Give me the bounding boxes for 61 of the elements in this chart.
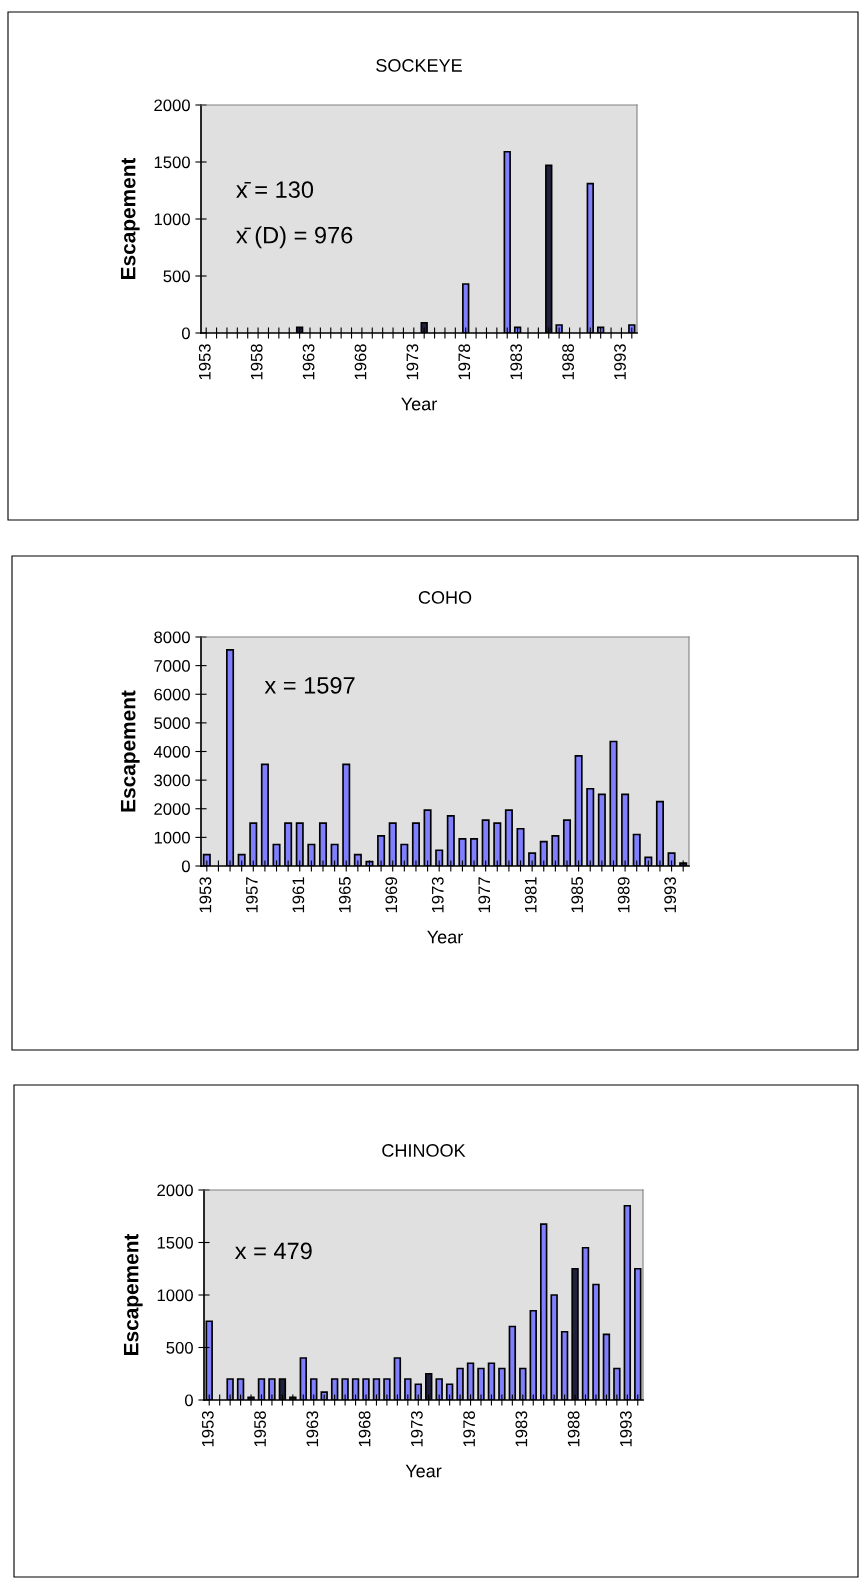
- x-tick-label: 1983: [510, 344, 523, 380]
- x-tick-label: 1961: [292, 877, 305, 913]
- x-axis-title: Year: [427, 930, 463, 944]
- y-axis-title: Escapement: [123, 1233, 143, 1355]
- x-tick-label: 1978: [458, 344, 471, 380]
- y-tick-label: 1500: [154, 156, 190, 169]
- x-tick-label: 1988: [567, 1411, 580, 1447]
- x-tick-label: 1953: [201, 1411, 214, 1447]
- y-tick-label: 0: [181, 327, 190, 340]
- x-axis-title: Year: [405, 1464, 442, 1478]
- y-tick-label: 0: [184, 1394, 193, 1407]
- x-tick-label: 1981: [524, 877, 537, 913]
- annotation: x = 1597: [264, 677, 355, 694]
- annotation: x = 479: [235, 1242, 312, 1260]
- y-tick-label: 6000: [154, 688, 190, 701]
- x-tick-label: 1973: [406, 344, 419, 380]
- x-tick-label: 1977: [478, 877, 491, 913]
- y-tick-label: 2000: [157, 1184, 193, 1197]
- y-tick-label: 5000: [154, 717, 190, 730]
- x-tick-label: 1953: [198, 344, 211, 380]
- x-tick-label: 1989: [617, 877, 630, 913]
- annotation: x̄ (D) = 976: [236, 226, 353, 249]
- x-tick-label: 1958: [250, 344, 263, 380]
- x-tick-label: 1963: [302, 344, 315, 380]
- x-tick-label: 1993: [614, 344, 626, 380]
- y-tick-label: 0: [181, 860, 190, 873]
- x-tick-label: 1968: [354, 344, 367, 380]
- x-tick-label: 1973: [410, 1411, 423, 1447]
- x-axis-title: Year: [401, 397, 437, 411]
- y-tick-label: 1000: [154, 213, 190, 226]
- y-tick-label: 2000: [154, 99, 190, 112]
- chart-title: SOCKEYE: [376, 59, 462, 72]
- y-tick-label: 3000: [154, 774, 190, 787]
- x-tick-label: 1969: [385, 877, 398, 913]
- y-tick-label: 7000: [154, 660, 190, 672]
- x-tick-label: 1993: [664, 877, 677, 913]
- y-tick-label: 500: [166, 1341, 193, 1354]
- y-tick-label: 8000: [154, 631, 190, 644]
- x-tick-label: 1988: [562, 344, 574, 380]
- y-tick-label: 2000: [154, 803, 190, 815]
- y-tick-label: 1000: [157, 1289, 193, 1302]
- x-tick-label: 1978: [463, 1411, 476, 1447]
- x-tick-label: 1953: [199, 877, 212, 913]
- y-tick-label: 1500: [157, 1236, 193, 1249]
- x-tick-label: 1963: [306, 1411, 319, 1447]
- y-axis-title: Escapement: [120, 157, 140, 279]
- annotation: x̄ = 130: [236, 181, 314, 198]
- x-tick-label: 1965: [338, 877, 351, 913]
- x-tick-label: 1993: [619, 1411, 632, 1447]
- y-tick-label: 1000: [154, 831, 190, 844]
- x-tick-label: 1968: [358, 1411, 371, 1447]
- y-axis-title: Escapement: [120, 690, 140, 812]
- x-tick-label: 1983: [515, 1411, 528, 1447]
- x-tick-label: 1958: [254, 1411, 266, 1447]
- y-tick-label: 500: [163, 270, 190, 283]
- chart-title: CHINOOK: [382, 1144, 466, 1157]
- x-tick-label: 1973: [431, 877, 444, 913]
- chart-title: COHO: [418, 591, 472, 604]
- y-tick-label: 4000: [153, 745, 190, 758]
- x-tick-label: 1985: [571, 877, 584, 913]
- x-tick-label: 1957: [245, 877, 258, 913]
